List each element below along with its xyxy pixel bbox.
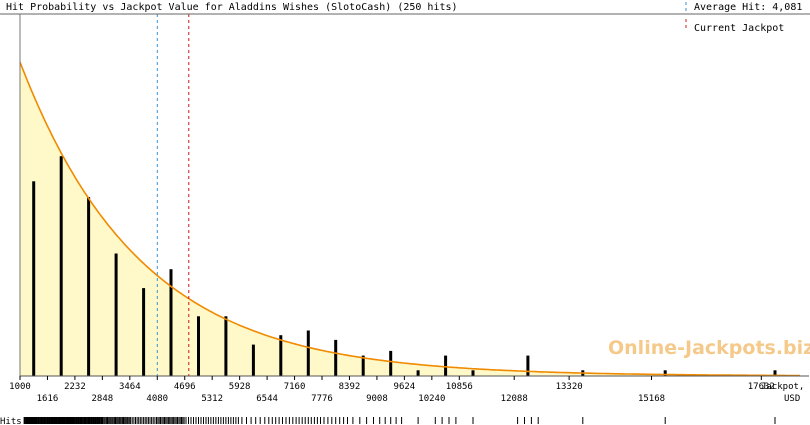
bar: [773, 370, 777, 376]
bar: [306, 330, 310, 376]
x-tick-label: 7160: [284, 382, 306, 392]
x-tick-label: 2232: [64, 382, 86, 392]
x-tick-label: 12088: [501, 394, 528, 404]
x-tick-label: 3464: [119, 382, 141, 392]
bar: [224, 316, 228, 376]
bar: [416, 370, 420, 376]
x-axis-unit: USD: [784, 394, 800, 404]
x-tick-label: 2848: [92, 394, 114, 404]
x-tick-label: 5312: [201, 394, 223, 404]
x-axis-label: Jackpot,: [761, 382, 804, 392]
chart-title: Hit Probability vs Jackpot Value for Ala…: [6, 2, 458, 13]
bar: [389, 350, 393, 376]
x-tick-label: 4696: [174, 382, 196, 392]
x-tick-label: 10240: [418, 394, 445, 404]
x-tick-label: 5928: [229, 382, 251, 392]
x-tick-label: 10856: [446, 382, 473, 392]
bar: [334, 339, 338, 376]
hits-label: Hits: [0, 417, 22, 425]
x-ticks-group: 1000 2232 3464 4696 5928 7160 8392 9624 10856 133…: [9, 376, 775, 404]
probability-area: [20, 62, 800, 376]
hits-rug: [23, 417, 776, 424]
x-tick-label: 4080: [146, 394, 168, 404]
x-tick-label: 6544: [256, 394, 278, 404]
x-tick-label: 8392: [339, 382, 361, 392]
bar: [444, 355, 448, 376]
bar: [361, 355, 365, 376]
bar: [526, 355, 530, 376]
legend-current-jackpot: Current Jackpot: [694, 23, 784, 34]
bar: [87, 197, 91, 376]
bar: [59, 156, 63, 376]
bar: [169, 269, 173, 376]
bar: [251, 344, 255, 376]
x-tick-label: 9624: [394, 382, 416, 392]
legend-average-hit: Average Hit: 4,081: [694, 2, 802, 13]
x-tick-label: 1616: [37, 394, 59, 404]
x-tick-label: 17632: [748, 382, 775, 392]
watermark-text: Online-Jackpots.biz: [608, 337, 810, 359]
x-tick-label: 1000: [9, 382, 31, 392]
bars-group: [32, 156, 777, 376]
bar: [114, 253, 118, 376]
bar: [142, 288, 146, 376]
x-tick-label: 9008: [366, 394, 388, 404]
bar: [471, 370, 475, 376]
x-tick-label: 13320: [556, 382, 583, 392]
bar: [663, 370, 667, 376]
bar: [32, 181, 36, 376]
x-tick-label: 7776: [311, 394, 333, 404]
bar: [197, 316, 200, 376]
x-tick-label: 15168: [638, 394, 665, 404]
probability-curve: [19, 61, 800, 377]
bar: [279, 335, 283, 376]
